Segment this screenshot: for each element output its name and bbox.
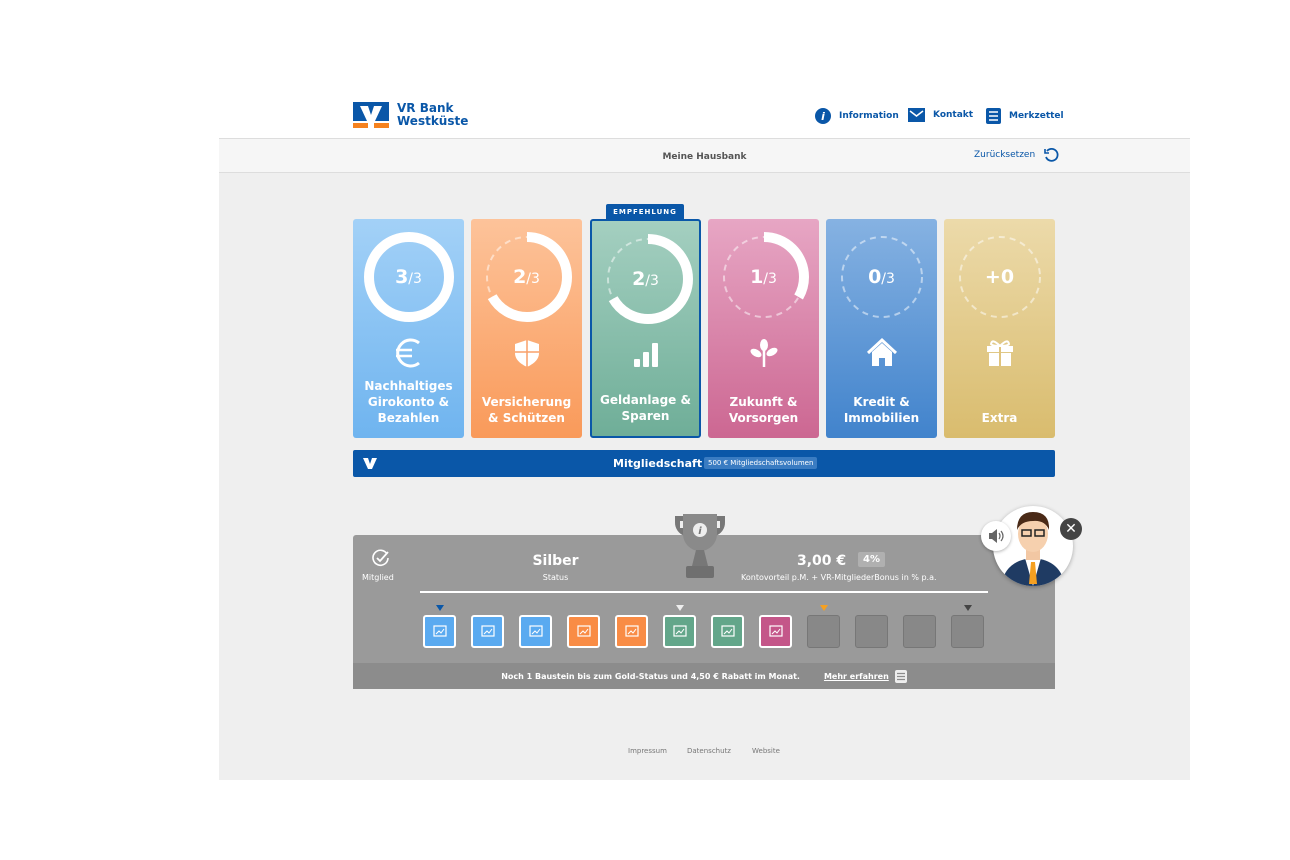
card-label: Kredit & Immobilien [843, 395, 920, 425]
shield-icon [471, 337, 582, 369]
empty-tile[interactable] [855, 615, 888, 648]
brand-name: VR Bank Westküste [397, 101, 469, 128]
house-icon [826, 337, 937, 369]
reset-icon [1044, 147, 1059, 162]
category-card[interactable]: 2/3 Geldanlage & Sparen [590, 219, 701, 438]
progress-arc [482, 232, 572, 322]
mobile-payment-tile[interactable] [519, 615, 552, 648]
tier-marker [436, 605, 444, 611]
house-coins-tile[interactable] [759, 615, 792, 648]
status-panel: Mitglied Silber Status 3,00 € 4% Kontovo… [353, 535, 1055, 689]
progress-ring [364, 232, 454, 322]
card-label: Zukunft & Vorsorgen [728, 395, 799, 425]
vr-logo-icon [353, 102, 389, 128]
speaker-icon [989, 529, 1004, 543]
category-card[interactable]: +0 Extra [944, 219, 1055, 438]
svg-text:i: i [821, 110, 825, 123]
tier-marker [964, 605, 972, 611]
umbrella-family-tile[interactable] [567, 615, 600, 648]
main-panel: Meine Hausbank Zurücksetzen EMPFEHLUNG 3… [219, 138, 1190, 780]
euro-icon [353, 337, 464, 369]
umbrella-disability-tile[interactable] [615, 615, 648, 648]
vr-icon [363, 458, 377, 469]
member-label: Mitglied [362, 573, 394, 582]
category-card[interactable]: 3/3 Nachhaltiges Girokonto & Bezahlen [353, 219, 464, 438]
membership-label: Mitgliedschaft [613, 457, 703, 470]
card-score: 2/3 [632, 268, 659, 290]
amount-caption: Kontovorteil p.M. + VR-MitgliederBonus i… [741, 573, 937, 582]
nav-kontakt[interactable]: Kontakt [908, 108, 973, 122]
status-note: Noch 1 Baustein bis zum Gold-Status und … [501, 671, 800, 681]
bonus-percent: 4% [858, 552, 885, 567]
empty-tile[interactable] [951, 615, 984, 648]
card-score: 1/3 [750, 266, 777, 288]
nav-merkzettel[interactable]: Merkzettel [986, 108, 1064, 124]
plant-icon [708, 337, 819, 369]
progress-ring [482, 232, 572, 322]
status-note-bar: Noch 1 Baustein bis zum Gold-Status und … [353, 663, 1055, 689]
status-amount: 3,00 € [797, 553, 847, 569]
page-title: Meine Hausbank [662, 152, 747, 162]
card-label: Versicherung & Schützen [481, 395, 572, 425]
reset-button[interactable]: Zurücksetzen [974, 147, 1059, 163]
recommendation-badge: EMPFEHLUNG [606, 204, 684, 221]
list-icon [986, 108, 1001, 124]
card-score: 0/3 [868, 266, 895, 288]
nav-information[interactable]: i Information [815, 108, 899, 124]
sound-button[interactable] [981, 521, 1011, 551]
category-card[interactable]: 2/3 Versicherung & Schützen [471, 219, 582, 438]
online-banking-tile[interactable] [423, 615, 456, 648]
svg-text:i: i [698, 526, 702, 537]
category-card[interactable]: 0/3 Kredit & Immobilien [826, 219, 937, 438]
progress-ring [719, 232, 809, 322]
empty-tile[interactable] [903, 615, 936, 648]
progress-arc [364, 232, 454, 322]
card-score: 3/3 [395, 266, 422, 288]
card-label: Geldanlage & Sparen [600, 393, 691, 423]
progress-ring [955, 232, 1045, 322]
progress-arc [603, 234, 693, 324]
status-level: Silber [532, 553, 579, 569]
tier-marker [676, 605, 684, 611]
more-info-link[interactable]: Mehr erfahren [824, 669, 907, 683]
info-icon: i [815, 108, 831, 124]
card-label: Nachhaltiges Girokonto & Bezahlen [364, 379, 453, 425]
membership-volume: 500 € Mitgliedschaftsvolumen [704, 457, 818, 469]
bar-chart-icon [592, 339, 699, 371]
progress-arc [719, 232, 809, 322]
progress-ring [603, 234, 693, 324]
footer-datenschutz[interactable]: Datenschutz [687, 747, 731, 755]
card-label: Extra [981, 411, 1018, 425]
footer-website[interactable]: Website [752, 747, 780, 755]
progress-ring [837, 232, 927, 322]
advisor-illustration [1001, 512, 1065, 586]
divider [420, 591, 988, 593]
membership-bar[interactable]: Mitgliedschaft 500 € Mitgliedschaftsvolu… [353, 450, 1055, 477]
check-circle-icon [372, 549, 389, 567]
tier-marker [820, 605, 828, 611]
empty-tile[interactable] [807, 615, 840, 648]
card-score: +0 [984, 266, 1015, 288]
gift-icon [944, 337, 1055, 369]
header: VR Bank Westküste i Information Kontakt Me… [219, 90, 1190, 138]
list-icon [894, 669, 907, 683]
subheader: Meine Hausbank Zurücksetzen [219, 139, 1190, 173]
category-card[interactable]: 1/3 Zukunft & Vorsorgen [708, 219, 819, 438]
mail-icon [908, 108, 925, 122]
coins-tile[interactable] [471, 615, 504, 648]
card-score: 2/3 [513, 266, 540, 288]
trophy-info-icon[interactable]: i [669, 512, 731, 580]
chart-tile[interactable] [663, 615, 696, 648]
chart-coins-tile[interactable] [711, 615, 744, 648]
status-caption: Status [542, 573, 569, 582]
footer-impressum[interactable]: Impressum [628, 747, 667, 755]
close-icon[interactable]: ✕ [1060, 518, 1082, 540]
